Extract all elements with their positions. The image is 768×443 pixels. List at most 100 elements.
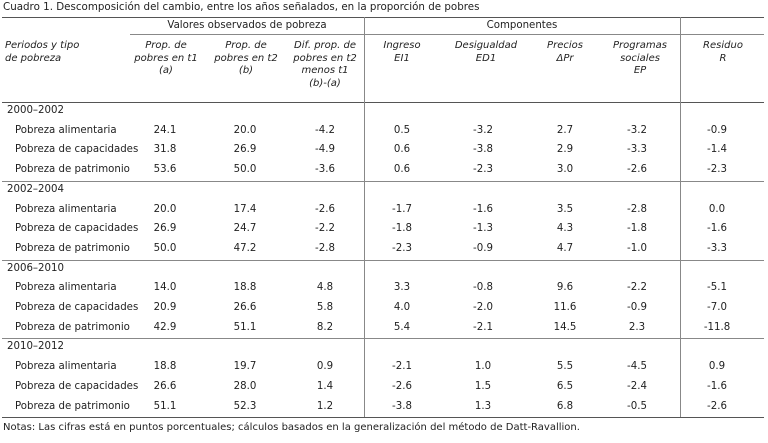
col-header-programas: Programas sociales EP bbox=[613, 40, 667, 76]
header-bottom-rule bbox=[2, 102, 764, 103]
cell-desigualdad: -3.2 bbox=[473, 124, 493, 136]
cell-desigualdad: -3.8 bbox=[473, 144, 493, 156]
cell-desigualdad: -2.1 bbox=[473, 321, 493, 333]
cell-desigualdad: -0.8 bbox=[473, 282, 493, 294]
cell-t2: 28.0 bbox=[233, 380, 257, 392]
cell-t2: 50.0 bbox=[233, 164, 257, 176]
cell-dif: -2.6 bbox=[315, 203, 335, 215]
cell-residuo: 0.0 bbox=[708, 203, 726, 215]
col-header-dif: Dif. prop. de pobres en t2 menos t1 (b)-… bbox=[293, 40, 357, 89]
cell-t2: 20.0 bbox=[233, 124, 257, 136]
cell-dif: 1.2 bbox=[316, 400, 334, 412]
cell-programas: -2.8 bbox=[627, 203, 647, 215]
row-label: Pobreza de capacidades bbox=[15, 380, 139, 392]
cell-residuo: -2.3 bbox=[707, 164, 727, 176]
row-label: Pobreza alimentaria bbox=[15, 124, 117, 136]
top-rule bbox=[2, 17, 764, 18]
cell-residuo: -1.6 bbox=[707, 380, 727, 392]
section-rule bbox=[2, 338, 764, 340]
row-label: Pobreza de patrimonio bbox=[15, 242, 130, 254]
cell-t1: 53.6 bbox=[153, 164, 177, 176]
cell-residuo: -7.0 bbox=[707, 302, 727, 313]
cell-ingreso: 0.5 bbox=[393, 124, 411, 136]
cell-desigualdad: 1.0 bbox=[474, 361, 492, 373]
section-rule bbox=[2, 180, 764, 182]
cell-programas: -3.3 bbox=[627, 144, 647, 156]
cell-ingreso: 5.4 bbox=[393, 321, 411, 333]
group-header-observed: Valores observados de pobreza bbox=[167, 20, 327, 31]
cell-t1: 20.0 bbox=[153, 203, 177, 215]
cell-t2: 52.3 bbox=[233, 400, 257, 412]
cell-t1: 18.8 bbox=[153, 361, 177, 373]
cell-dif: 4.8 bbox=[316, 282, 334, 294]
cell-programas: -1.8 bbox=[627, 223, 647, 235]
cell-precios: 3.0 bbox=[556, 164, 574, 176]
divider-residuo bbox=[680, 17, 681, 417]
cell-t1: 51.1 bbox=[153, 400, 177, 412]
cell-residuo: -1.6 bbox=[707, 223, 727, 235]
cell-ingreso: 4.0 bbox=[393, 302, 411, 313]
cell-t2: 24.7 bbox=[233, 223, 257, 235]
cell-desigualdad: -0.9 bbox=[473, 242, 493, 254]
col-header-precios: Precios ΔPr bbox=[547, 40, 583, 64]
cell-precios: 11.6 bbox=[553, 302, 577, 313]
col-header-t2: Prop. de pobres en t2 (b) bbox=[214, 40, 278, 76]
row-label: Pobreza de patrimonio bbox=[15, 400, 130, 412]
cell-programas: -0.5 bbox=[627, 400, 647, 412]
row-label: Pobreza de capacidades bbox=[15, 223, 139, 235]
cell-precios: 2.7 bbox=[556, 124, 574, 136]
bottom-rule bbox=[2, 417, 764, 418]
cell-dif: 1.4 bbox=[316, 380, 334, 392]
cell-precios: 9.6 bbox=[556, 282, 574, 294]
cell-programas: -2.2 bbox=[627, 282, 647, 294]
row-label: Pobreza alimentaria bbox=[15, 361, 117, 373]
cell-t2: 26.6 bbox=[233, 302, 257, 313]
cell-residuo: -0.9 bbox=[707, 124, 727, 136]
cell-programas: -1.0 bbox=[627, 242, 647, 254]
period-heading: 2000–2002 bbox=[7, 105, 64, 116]
cell-residuo: -5.1 bbox=[707, 282, 727, 294]
row-label: Pobreza de patrimonio bbox=[15, 321, 130, 333]
cell-programas: -0.9 bbox=[627, 302, 647, 313]
period-heading: 2002–2004 bbox=[7, 183, 64, 195]
cell-ingreso: -1.8 bbox=[392, 223, 412, 235]
cell-ingreso: -3.8 bbox=[392, 400, 412, 412]
row-label: Pobreza de patrimonio bbox=[15, 164, 130, 176]
cell-precios: 4.7 bbox=[556, 242, 574, 254]
cell-t1: 42.9 bbox=[153, 321, 177, 333]
row-label: Pobreza alimentaria bbox=[15, 282, 117, 294]
cell-residuo: 0.9 bbox=[708, 361, 726, 373]
cell-t1: 50.0 bbox=[153, 242, 177, 254]
section-rule bbox=[2, 259, 764, 261]
col-header-periodo: Periodos y tipo de pobreza bbox=[5, 40, 80, 64]
cell-t1: 24.1 bbox=[153, 124, 177, 136]
cell-programas: -2.4 bbox=[627, 380, 647, 392]
cell-t2: 47.2 bbox=[233, 242, 257, 254]
cell-ingreso: -1.7 bbox=[392, 203, 412, 215]
cell-dif: -2.8 bbox=[315, 242, 335, 254]
col-header-residuo: Residuo R bbox=[703, 40, 743, 64]
cell-dif: 8.2 bbox=[316, 321, 334, 333]
divider-components bbox=[364, 17, 365, 417]
cell-programas: 2.3 bbox=[628, 321, 646, 333]
cell-dif: -2.2 bbox=[315, 223, 335, 235]
cell-dif: -4.2 bbox=[315, 124, 335, 136]
cell-ingreso: -2.1 bbox=[392, 361, 412, 373]
cell-ingreso: 0.6 bbox=[393, 144, 411, 156]
cell-t2: 18.8 bbox=[233, 282, 257, 294]
row-label: Pobreza de capacidades bbox=[15, 144, 139, 156]
cell-desigualdad: -1.6 bbox=[473, 203, 493, 215]
cell-programas: -3.2 bbox=[627, 124, 647, 136]
cell-desigualdad: 1.3 bbox=[474, 400, 492, 412]
cell-precios: 4.3 bbox=[556, 223, 574, 235]
group-header-components: Componentes bbox=[486, 20, 558, 31]
cell-ingreso: 3.3 bbox=[393, 282, 411, 294]
period-heading: 2010–2012 bbox=[7, 341, 64, 353]
col-header-ingreso: Ingreso EI1 bbox=[383, 40, 421, 64]
cell-precios: 5.5 bbox=[556, 361, 574, 373]
cell-t2: 19.7 bbox=[233, 361, 257, 373]
cell-precios: 6.5 bbox=[556, 380, 574, 392]
cell-desigualdad: 1.5 bbox=[474, 380, 492, 392]
group-underline bbox=[130, 34, 764, 35]
cell-precios: 6.8 bbox=[556, 400, 574, 412]
